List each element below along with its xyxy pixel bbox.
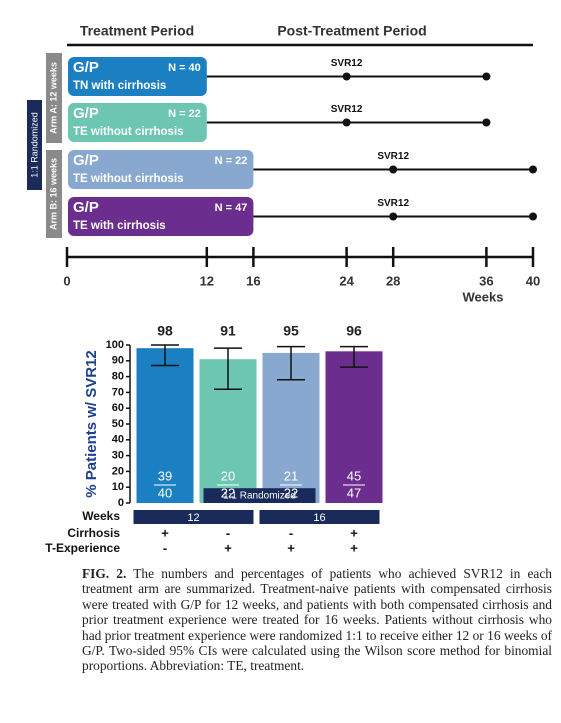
treatment-box bbox=[68, 150, 254, 189]
caption: FIG. 2. The numbers and percentages of p… bbox=[82, 566, 552, 674]
y-tick-label: 80 bbox=[112, 371, 124, 383]
value-label: 98 bbox=[157, 323, 173, 339]
numerator-label: 20 bbox=[221, 468, 235, 483]
time-tick-label: 40 bbox=[526, 273, 540, 288]
time-tick-label: 36 bbox=[479, 273, 493, 288]
population-label: TN with cirrhosis bbox=[73, 80, 166, 92]
value-label: 91 bbox=[220, 323, 236, 339]
y-tick-label: 10 bbox=[112, 481, 124, 493]
experience-sign: - bbox=[163, 540, 167, 555]
value-label: 96 bbox=[346, 323, 362, 339]
figure: Treatment Period Post-Treatment Period 1… bbox=[27, 23, 540, 555]
randomized-bar-label: 1:1 Randomized bbox=[223, 491, 296, 502]
denominator-label: 47 bbox=[347, 485, 361, 500]
randomized-box bbox=[27, 100, 42, 190]
population-label: TE with cirrhosis bbox=[73, 220, 166, 232]
y-tick-label: 0 bbox=[118, 497, 124, 509]
cirrhosis-sign: + bbox=[350, 525, 358, 540]
end-dot bbox=[482, 118, 491, 127]
drug-label: G/P bbox=[73, 105, 99, 122]
weeks-bar bbox=[259, 510, 380, 524]
post-header: Post-Treatment Period bbox=[277, 23, 426, 39]
denominator-label: 22 bbox=[284, 485, 298, 500]
y-tick-label: 20 bbox=[112, 465, 124, 477]
cirrhosis-sign: - bbox=[289, 525, 293, 540]
row-label: Weeks bbox=[82, 509, 120, 523]
row-label: Cirrhosis bbox=[67, 526, 120, 540]
end-dot bbox=[529, 212, 537, 221]
experience-sign: + bbox=[224, 540, 232, 555]
experience-sign: + bbox=[287, 540, 295, 555]
svr-dot bbox=[342, 118, 351, 127]
time-tick-label: 12 bbox=[200, 273, 214, 288]
numerator-label: 45 bbox=[347, 468, 361, 483]
y-tick-label: 30 bbox=[112, 450, 124, 462]
n-label: N = 22 bbox=[215, 155, 248, 167]
y-tick-label: 50 bbox=[112, 418, 124, 430]
y-tick-label: 90 bbox=[112, 355, 124, 367]
drug-label: G/P bbox=[73, 152, 99, 169]
time-tick-label: 0 bbox=[63, 273, 70, 288]
treatment-box bbox=[68, 103, 207, 142]
denominator-label: 40 bbox=[158, 485, 172, 500]
cirrhosis-sign: - bbox=[226, 525, 230, 540]
svr-dot bbox=[342, 72, 351, 81]
y-axis-label: % Patients w/ SVR12 bbox=[83, 350, 100, 498]
weeks-bar bbox=[133, 510, 254, 524]
y-tick-label: 70 bbox=[112, 386, 124, 398]
n-label: N = 22 bbox=[168, 108, 201, 120]
treatment-box bbox=[68, 197, 254, 236]
time-tick-label: 28 bbox=[386, 273, 400, 288]
randomized-bar bbox=[203, 488, 316, 503]
drug-label: G/P bbox=[73, 199, 99, 216]
svr-label: SVR12 bbox=[377, 151, 409, 162]
numerator-label: 39 bbox=[158, 468, 172, 483]
population-label: TE without cirrhosis bbox=[73, 173, 184, 185]
end-dot bbox=[529, 165, 537, 174]
population-label: TE without cirrhosis bbox=[73, 126, 184, 138]
value-label: 95 bbox=[283, 323, 299, 339]
denominator-label: 22 bbox=[221, 485, 235, 500]
bar bbox=[136, 348, 194, 503]
cirrhosis-sign: + bbox=[161, 525, 169, 540]
drug-label: G/P bbox=[73, 59, 99, 76]
arm-box bbox=[46, 53, 62, 143]
treatment-box bbox=[68, 57, 207, 96]
y-tick-label: 40 bbox=[112, 434, 124, 446]
arm-label: Arm B: 16 weeks bbox=[48, 158, 58, 230]
n-label: N = 40 bbox=[168, 62, 201, 74]
svr-label: SVR12 bbox=[377, 198, 409, 209]
svr-dot bbox=[389, 165, 398, 174]
caption-label: FIG. 2. bbox=[82, 566, 127, 581]
randomized-label: 1:1 Randomized bbox=[29, 112, 39, 178]
time-tick-label: 16 bbox=[246, 273, 260, 288]
row-label: T-Experience bbox=[45, 541, 120, 555]
time-axis-label: Weeks bbox=[463, 289, 504, 304]
treatment-header: Treatment Period bbox=[80, 23, 194, 39]
weeks-label: 12 bbox=[187, 512, 199, 524]
n-label: N = 47 bbox=[215, 202, 248, 214]
arm-label: Arm A: 12 weeks bbox=[48, 62, 58, 134]
weeks-label: 16 bbox=[313, 512, 325, 524]
bar bbox=[325, 351, 383, 503]
time-tick-label: 24 bbox=[339, 273, 354, 288]
arm-box bbox=[46, 150, 62, 238]
end-dot bbox=[482, 72, 491, 81]
y-tick-label: 100 bbox=[106, 339, 124, 351]
caption-text: The numbers and percentages of patients … bbox=[82, 566, 552, 674]
y-tick-label: 60 bbox=[112, 402, 124, 414]
svr-dot bbox=[389, 212, 398, 221]
numerator-label: 21 bbox=[284, 468, 298, 483]
svr-label: SVR12 bbox=[331, 104, 363, 115]
experience-sign: + bbox=[350, 540, 358, 555]
svr-label: SVR12 bbox=[331, 58, 363, 69]
